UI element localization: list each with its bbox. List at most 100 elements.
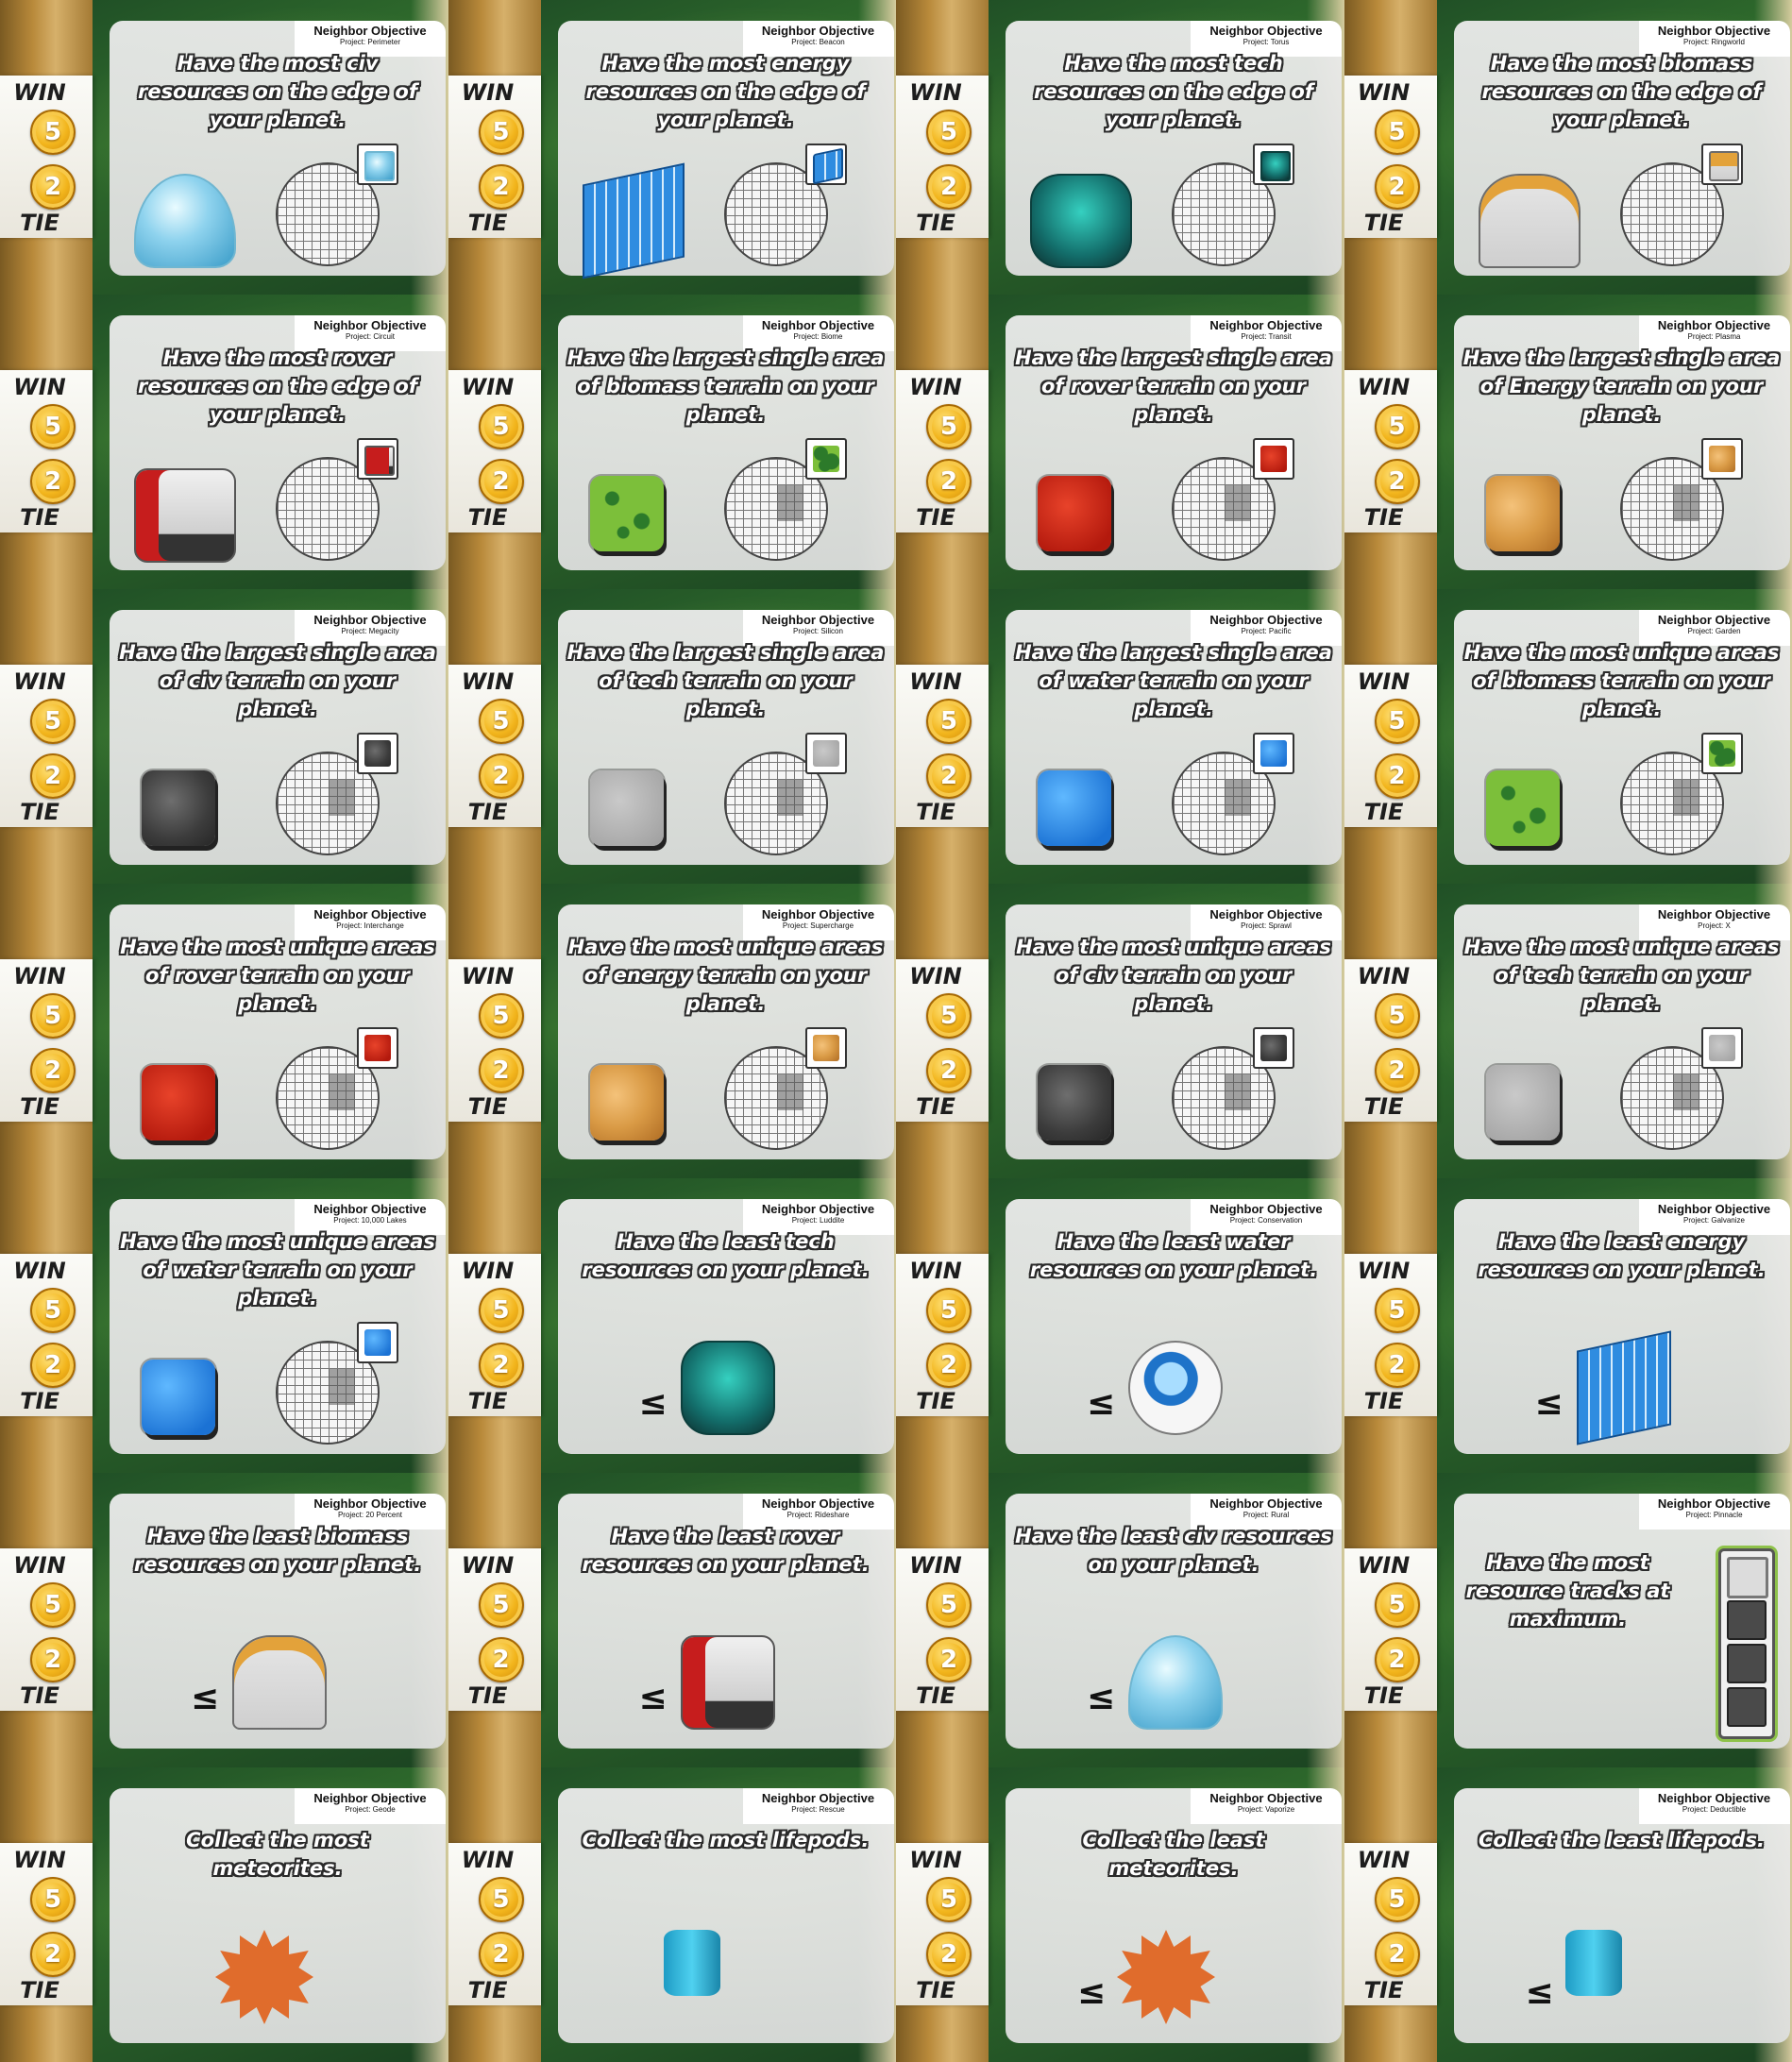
tie-label: TIE [467,1682,508,1709]
objective-card[interactable]: WIN 5 2 TIE Neighbor Objective Project: … [0,0,448,295]
win-label: WIN [1357,1258,1411,1284]
objective-text: Have the least civ resources on your pla… [1015,1525,1332,1576]
objective-card[interactable]: WIN 5 2 TIE Neighbor Objective Project: … [0,1767,448,2062]
objective-card[interactable]: WIN 5 2 TIE Neighbor Objective Project: … [0,589,448,884]
callout-box [1700,733,1743,774]
tie-label: TIE [1363,799,1404,825]
tie-coin-icon: 2 [926,164,972,210]
win-coin-icon: 5 [478,110,524,155]
score-strip: WIN 5 2 TIE [896,665,989,827]
callout-box [804,733,847,774]
objective-text: Have the least biomass resources on your… [133,1525,422,1576]
objective-panel: Neighbor Objective Project: Pinnacle Hav… [1453,1494,1790,1749]
objective-card[interactable]: WIN 5 2 TIE Neighbor Objective Project: … [1344,1767,1792,2062]
tie-coin-icon: 2 [30,164,76,210]
less-equal-icon: ≤ [638,1384,668,1423]
objective-card[interactable]: WIN 5 2 TIE Neighbor Objective Project: … [0,1473,448,1767]
win-coin-icon: 5 [30,993,76,1039]
tie-coin-icon: 2 [30,1932,76,1977]
objective-text: Have the most biomass resources on the e… [1481,52,1762,131]
objective-panel: Neighbor Objective Project: X Have the m… [1453,904,1790,1159]
objective-card[interactable]: WIN 5 2 TIE Neighbor Objective Project: … [1344,295,1792,589]
objective-card[interactable]: WIN 5 2 TIE Neighbor Objective Project: … [0,295,448,589]
solar-panel-icon [582,162,685,279]
win-coin-icon: 5 [1374,699,1420,744]
objective-panel: Neighbor Objective Project: Geode Collec… [110,1788,446,2043]
less-equal-icon: ≤ [638,1679,668,1717]
objective-card[interactable]: WIN 5 2 TIE Neighbor Objective Project: … [448,884,896,1178]
win-coin-icon: 5 [1374,110,1420,155]
callout-bio-tower-icon [1708,151,1739,181]
meteorite-icon [215,1930,313,2024]
score-strip: WIN 5 2 TIE [0,76,93,238]
objective-card[interactable]: WIN 5 2 TIE Neighbor Objective Project: … [896,1767,1344,2062]
objective-card[interactable]: WIN 5 2 TIE Neighbor Objective Project: … [1344,589,1792,884]
win-coin-icon: 5 [926,110,972,155]
tie-coin-icon: 2 [1374,164,1420,210]
win-label: WIN [461,668,515,695]
callout-dome-icon [364,151,395,181]
solar-panel-icon [1576,1330,1671,1445]
card-type-title: Neighbor Objective [1657,1791,1771,1805]
objective-panel: Neighbor Objective Project: Perimeter Ha… [110,21,446,276]
callout-energy-tile-icon [1708,446,1735,472]
objective-card[interactable]: WIN 5 2 TIE Neighbor Objective Project: … [896,1473,1344,1767]
callout-box [357,144,398,185]
score-strip: WIN 5 2 TIE [1344,665,1437,827]
callout-box [357,1027,398,1069]
objective-card[interactable]: WIN 5 2 TIE Neighbor Objective Project: … [0,884,448,1178]
objective-card[interactable]: WIN 5 2 TIE Neighbor Objective Project: … [448,1178,896,1473]
planet-grid-icon [276,752,380,855]
score-strip: WIN 5 2 TIE [1344,1843,1437,2005]
objective-text: Have the most energy resources on the ed… [585,52,866,131]
win-coin-icon: 5 [478,1877,524,1922]
objective-card[interactable]: WIN 5 2 TIE Neighbor Objective Project: … [0,1178,448,1473]
tie-label: TIE [20,799,59,825]
objective-panel: Neighbor Objective Project: Interchange … [110,904,446,1159]
win-coin-icon: 5 [478,1582,524,1628]
objective-card[interactable]: WIN 5 2 TIE Neighbor Objective Project: … [896,1178,1344,1473]
objective-text: Have the most unique areas of biomass te… [1463,641,1780,720]
card-type-title: Neighbor Objective [313,318,427,332]
win-coin-icon: 5 [30,1877,76,1922]
objective-card[interactable]: WIN 5 2 TIE Neighbor Objective Project: … [896,295,1344,589]
win-label: WIN [13,668,66,695]
card-tag: Neighbor Objective Project: Garden [1638,610,1790,646]
tie-label: TIE [916,1977,955,2003]
objective-card[interactable]: WIN 5 2 TIE Neighbor Objective Project: … [1344,1473,1792,1767]
objective-card[interactable]: WIN 5 2 TIE Neighbor Objective Project: … [1344,884,1792,1178]
callout-biomass-tile-icon [812,446,839,472]
callout-robot-icon [1260,151,1291,181]
project-name: Project: X [1698,921,1731,930]
win-coin-icon: 5 [926,699,972,744]
tie-coin-icon: 2 [1374,1343,1420,1388]
objective-card[interactable]: WIN 5 2 TIE Neighbor Objective Project: … [896,589,1344,884]
objective-panel: Neighbor Objective Project: Megacity Hav… [110,610,446,865]
project-name: Project: Ringworld [1683,38,1745,46]
objective-card[interactable]: WIN 5 2 TIE Neighbor Objective Project: … [448,1767,896,2062]
card-type-title: Neighbor Objective [1657,907,1771,921]
card-tag: Neighbor Objective Project: Beacon [742,21,894,57]
objective-card[interactable]: WIN 5 2 TIE Neighbor Objective Project: … [448,589,896,884]
project-name: Project: Interchange [336,921,404,930]
card-type-title: Neighbor Objective [313,1791,427,1805]
tie-coin-icon: 2 [926,1048,972,1093]
tie-label: TIE [467,210,508,236]
tie-label: TIE [20,1977,59,2003]
resource-track-icon [1717,1548,1775,1739]
project-name: Project: Torus [1243,38,1290,46]
win-label: WIN [909,1847,962,1873]
project-name: Project: Rideshare [786,1511,850,1519]
objective-card[interactable]: WIN 5 2 TIE Neighbor Objective Project: … [896,884,1344,1178]
objective-card[interactable]: WIN 5 2 TIE Neighbor Objective Project: … [896,0,1344,295]
objective-card[interactable]: WIN 5 2 TIE Neighbor Objective Project: … [1344,1178,1792,1473]
callout-rover-icon [364,446,395,476]
objective-card[interactable]: WIN 5 2 TIE Neighbor Objective Project: … [448,1473,896,1767]
callout-box [357,438,398,480]
objective-panel: Neighbor Objective Project: Torus Have t… [1006,21,1342,276]
objective-card[interactable]: WIN 5 2 TIE Neighbor Objective Project: … [448,295,896,589]
objective-card[interactable]: WIN 5 2 TIE Neighbor Objective Project: … [1344,0,1792,295]
objective-card[interactable]: WIN 5 2 TIE Neighbor Objective Project: … [448,0,896,295]
objective-panel: Neighbor Objective Project: Conservation… [1006,1199,1342,1454]
win-coin-icon: 5 [1374,1288,1420,1333]
